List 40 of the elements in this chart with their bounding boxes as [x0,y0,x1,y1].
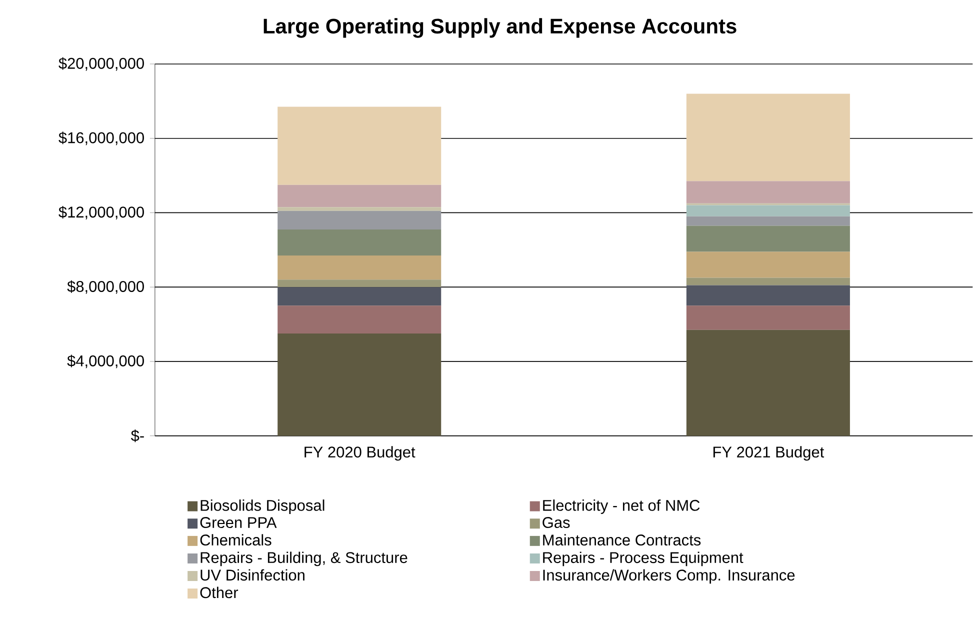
bar [686,205,850,217]
bar [686,330,850,436]
legend-label: Green PPA [200,517,277,528]
legend-label: Repairs - Building, & Structure [200,552,408,566]
bar [278,230,442,256]
legend-label: Chemicals [200,534,272,546]
legend-label: Gas [542,517,570,528]
bar [278,207,442,211]
y-tick-label: $12,000,000 [58,206,144,220]
bar [278,306,442,334]
legend-label: Electricity - net of NMC [543,500,700,514]
bar [686,306,850,330]
x-tick-label: FY 2021 Budget [713,446,824,461]
bar [686,226,850,252]
bar [278,280,442,288]
legend-label: UV Disinfection [200,569,304,581]
bar [278,210,442,230]
bar [686,285,850,306]
y-tick-label: $4,000,000 [67,354,144,368]
bar [278,106,442,185]
legend-label: Other [200,586,238,598]
legend-label: Repairs - Process Equipment [543,552,744,566]
bar [686,278,850,286]
y-tick-label: $- [130,430,144,442]
legend-label: Maintenance Contracts [543,534,701,546]
x-tick-label: FY 2020 Budget [304,446,416,461]
y-tick-label: $16,000,000 [58,132,144,146]
y-tick-label: $20,000,000 [58,57,144,71]
bar [686,216,850,226]
bar [278,287,442,306]
legend-label: Biosolids Disposal [200,500,324,514]
bar [686,181,850,204]
bar [686,252,850,278]
y-tick-label: $8,000,000 [67,280,144,294]
bar [278,334,442,436]
bar [686,94,850,182]
bar [278,256,442,280]
bar [278,184,442,208]
legend-label: Insurance/Workers Comp. Insurance [543,569,795,584]
chart-title: Large Operating Supply and Expense Accounts [264,18,736,38]
